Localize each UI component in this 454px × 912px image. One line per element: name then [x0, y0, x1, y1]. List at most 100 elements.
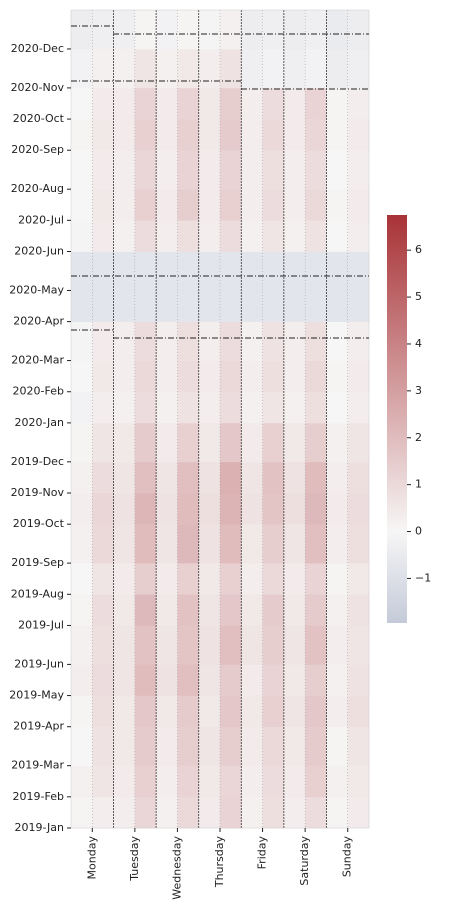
- heatmap-cell: [198, 119, 221, 151]
- heatmap-cell: [326, 360, 349, 393]
- heatmap-cell: [177, 563, 200, 595]
- heatmap-cell: [156, 290, 178, 322]
- heatmap-cell: [262, 493, 285, 525]
- heatmap-cell: [220, 765, 242, 798]
- heatmap-cell: [283, 563, 306, 595]
- heatmap-cell: [305, 765, 327, 798]
- heatmap-cell: [283, 796, 306, 829]
- heatmap-cell: [241, 493, 263, 525]
- heatmap-cell: [113, 695, 136, 728]
- heatmap-cell: [262, 594, 285, 626]
- heatmap-cell: [71, 461, 93, 494]
- heatmap-cell: [326, 625, 349, 665]
- heatmap-cell: [156, 664, 178, 696]
- heatmap-cell: [283, 150, 306, 190]
- heatmap-cell: [241, 524, 263, 564]
- heatmap-cell: [92, 796, 114, 829]
- heatmap-cell: [347, 189, 370, 221]
- heatmap-cell: [156, 461, 178, 494]
- heatmap-cell: [71, 150, 93, 190]
- heatmap-cell: [113, 664, 136, 696]
- heatmap-cell: [326, 422, 349, 463]
- heatmap-cell: [347, 391, 370, 424]
- heatmap-cell: [283, 391, 306, 424]
- heatmap-cell: [92, 391, 114, 424]
- heatmap-cell: [305, 251, 327, 291]
- heatmap-cell: [198, 290, 221, 322]
- heatmap-cell: [177, 765, 200, 798]
- heatmap-cell: [134, 251, 157, 291]
- heatmap-cell: [134, 189, 157, 221]
- heatmap-cell: [71, 594, 93, 626]
- heatmap-cell: [177, 321, 200, 361]
- heatmap-cell: [241, 150, 263, 190]
- heatmap-cell: [305, 10, 327, 50]
- heatmap-cell: [326, 10, 349, 50]
- heatmap-cell: [347, 48, 370, 89]
- heatmap-cell: [198, 695, 221, 728]
- heatmap-cell: [220, 664, 242, 696]
- y-tick-label: 2020-Nov: [11, 81, 65, 94]
- heatmap-cell: [347, 726, 370, 766]
- heatmap-cell: [177, 391, 200, 424]
- heatmap-cell: [134, 391, 157, 424]
- heatmap-cell: [156, 796, 178, 829]
- heatmap-cell: [92, 493, 114, 525]
- heatmap-cell: [241, 625, 263, 665]
- heatmap-cell: [113, 524, 136, 564]
- heatmap-cell: [305, 422, 327, 463]
- heatmap-cell: [220, 524, 242, 564]
- heatmap-cell: [262, 563, 285, 595]
- heatmap-cell: [262, 422, 285, 463]
- heatmap-cell: [177, 251, 200, 291]
- x-tick-label: Thursday: [213, 836, 226, 889]
- heatmap-cell: [326, 321, 349, 361]
- heatmap-cell: [347, 664, 370, 696]
- heatmap-cell: [347, 765, 370, 798]
- colorbar-tick-label: −1: [415, 571, 431, 584]
- heatmap-cell: [198, 360, 221, 393]
- heatmap-cell: [326, 189, 349, 221]
- heatmap-cell: [156, 493, 178, 525]
- heatmap-cell: [198, 594, 221, 626]
- heatmap-cell: [241, 48, 263, 89]
- heatmap-cell: [241, 664, 263, 696]
- heatmap-cell: [305, 695, 327, 728]
- heatmap-cell: [71, 493, 93, 525]
- heatmap-cell: [156, 10, 178, 50]
- heatmap-cell: [134, 422, 157, 463]
- heatmap-cell: [71, 119, 93, 151]
- heatmap-cell: [241, 695, 263, 728]
- heatmap-cell: [241, 290, 263, 322]
- colorbar-tick-label: 5: [415, 290, 422, 303]
- heatmap-cell: [92, 150, 114, 190]
- heatmap-cell: [326, 695, 349, 728]
- heatmap-cell: [283, 87, 306, 120]
- heatmap-cell: [262, 150, 285, 190]
- heatmap-cell: [156, 87, 178, 120]
- heatmap-cell: [326, 664, 349, 696]
- y-tick-label: 2019-May: [9, 689, 64, 702]
- heatmap-cell: [347, 524, 370, 564]
- heatmap-cell: [198, 10, 221, 50]
- heatmap-cell: [198, 461, 221, 494]
- heatmap-cell: [283, 695, 306, 728]
- heatmap-cell: [71, 290, 93, 322]
- heatmap-cell: [92, 765, 114, 798]
- heatmap-cell: [71, 563, 93, 595]
- heatmap-cell: [177, 422, 200, 463]
- heatmap-cell: [347, 290, 370, 322]
- heatmap-cell: [177, 290, 200, 322]
- heatmap-cell: [305, 391, 327, 424]
- heatmap-cell: [198, 321, 221, 361]
- heatmap-cell: [177, 726, 200, 766]
- heatmap-cell: [220, 563, 242, 595]
- heatmap-cell: [198, 422, 221, 463]
- heatmap-cell: [113, 422, 136, 463]
- heatmap-cell: [241, 422, 263, 463]
- heatmap-cell: [113, 493, 136, 525]
- heatmap-cell: [283, 189, 306, 221]
- heatmap-cell: [134, 461, 157, 494]
- heatmap-cell: [177, 461, 200, 494]
- heatmap-cell: [347, 150, 370, 190]
